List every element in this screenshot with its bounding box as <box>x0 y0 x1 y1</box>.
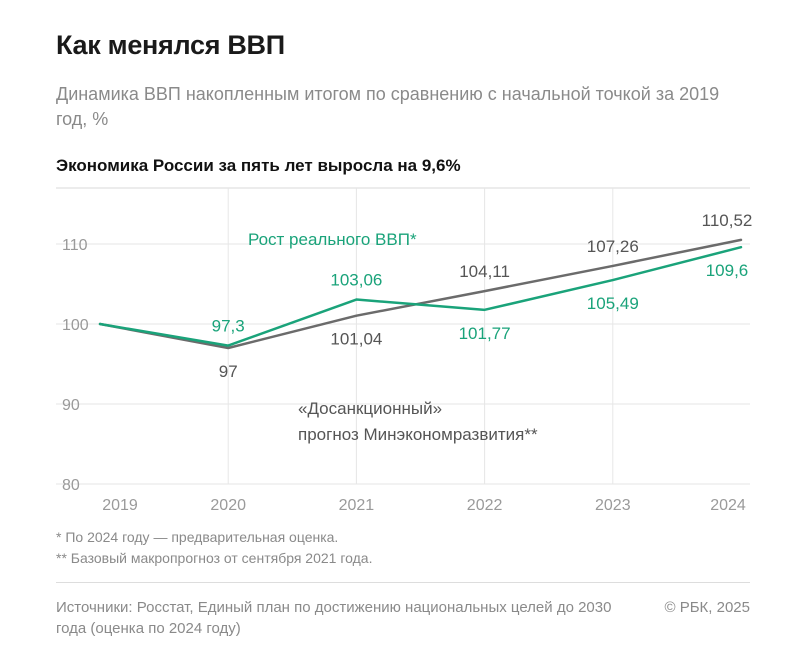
y-tick-label: 80 <box>62 477 80 494</box>
chart-subtitle: Динамика ВВП накопленным итогом по сравн… <box>56 84 720 129</box>
x-axis-ticks: 2019 2020 2021 2022 2023 2024 <box>102 497 746 514</box>
y-tick-label: 100 <box>62 317 89 334</box>
sources-text: Источники: Росстат, Единый план по дости… <box>56 599 612 637</box>
series-lines <box>98 238 743 350</box>
forecast-series-name: прогноз Минэкономразвития** <box>298 425 538 444</box>
data-label: 109,6 <box>706 261 749 280</box>
line-chart: 80 90 100 110 2019 2020 2021 2022 2023 2024 97 10… <box>56 187 753 514</box>
x-tick-label: 2019 <box>102 497 138 514</box>
footnotes: * По 2024 году — предварительная оценка.… <box>56 527 372 569</box>
x-tick-label: 2022 <box>467 497 503 514</box>
y-tick-label: 90 <box>62 397 80 414</box>
data-label: 110,52 <box>702 211 753 230</box>
footnote-forecast: ** Базовый макропрогноз от сентября 2021… <box>56 550 373 566</box>
footnote-preliminary: * По 2024 году — предварительная оценка. <box>56 529 339 545</box>
x-tick-label: 2024 <box>710 497 746 514</box>
forecast-series-name: «Досанкционный» <box>298 399 442 418</box>
data-label: 101,04 <box>330 330 382 349</box>
real-gdp-line <box>98 245 743 347</box>
data-label: 104,11 <box>459 262 510 281</box>
data-label: 97,3 <box>212 317 245 336</box>
divider <box>56 582 750 583</box>
data-label: 107,26 <box>587 237 639 256</box>
y-axis-ticks: 80 90 100 110 <box>62 237 89 494</box>
chart-title: Как менялся ВВП <box>56 30 285 60</box>
grid <box>56 187 750 485</box>
data-label: 103,06 <box>330 271 382 290</box>
series-names: Рост реального ВВП* «Досанкционный» прогно… <box>248 230 538 444</box>
x-tick-label: 2020 <box>210 497 246 514</box>
x-tick-label: 2021 <box>339 497 375 514</box>
x-tick-label: 2023 <box>595 497 631 514</box>
copyright-text: © РБК, 2025 <box>664 599 750 616</box>
y-tick-label: 110 <box>62 237 88 254</box>
data-label: 97 <box>219 362 238 381</box>
chart-headline: Экономика России за пять лет выросла на … <box>56 156 461 175</box>
forecast-line <box>98 238 743 350</box>
data-label: 105,49 <box>587 294 639 313</box>
data-label: 101,77 <box>459 324 511 343</box>
data-labels: 97 101,04 104,11 107,26 110,52 97,3 103,06 101,… <box>212 211 753 381</box>
real-gdp-series-name: Рост реального ВВП* <box>248 230 417 249</box>
